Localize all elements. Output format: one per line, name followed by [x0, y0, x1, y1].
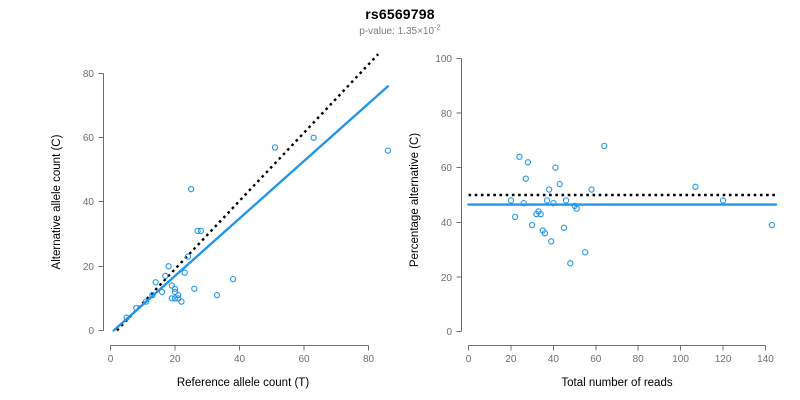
left-y-label-80: 80	[83, 69, 95, 80]
right-x-label-80: 80	[633, 354, 645, 365]
scatter-point	[582, 249, 589, 256]
scatter-point	[171, 285, 179, 292]
right-y-label-100: 100	[435, 54, 452, 65]
right-y-label-60: 60	[441, 163, 453, 174]
scatter-point	[197, 227, 204, 235]
scatter-point	[133, 304, 140, 312]
scatter-point	[168, 295, 175, 302]
scatter-point	[213, 292, 221, 299]
scatter-point	[165, 263, 172, 270]
scatter-point	[271, 144, 279, 151]
scatter-point	[181, 269, 188, 276]
scatter-point	[692, 183, 699, 190]
left-x-label-20: 20	[169, 354, 181, 365]
left-y-label-40: 40	[83, 197, 95, 208]
right-x-label-40: 40	[548, 354, 560, 365]
right-x-axis-title: Total number of reads	[561, 377, 672, 389]
left-y-label-20: 20	[83, 262, 95, 273]
scatter-point	[543, 197, 551, 204]
scatter-point	[168, 282, 175, 289]
left-x-axis-title: Reference allele count (T)	[177, 377, 309, 389]
scatter-point	[512, 213, 519, 220]
right-y-label-80: 80	[441, 109, 453, 120]
scatter-point	[184, 253, 192, 260]
scatter-point	[516, 153, 523, 160]
scatter-point	[162, 272, 169, 280]
scatter-point	[178, 298, 185, 305]
scatter-point	[537, 210, 544, 218]
scatter-point	[601, 142, 608, 150]
scatter-point	[171, 295, 179, 302]
scatter-point	[719, 197, 727, 204]
left-fit-line-group	[112, 85, 390, 332]
scatter-point	[187, 185, 195, 193]
scatter-point	[545, 186, 553, 193]
scatter-point	[528, 221, 536, 229]
left-fit-line	[112, 85, 390, 332]
scatter-point	[573, 205, 580, 212]
scatter-point	[524, 159, 532, 166]
scatter-point	[175, 292, 182, 299]
scatter-point	[548, 238, 555, 245]
right-panel: 100 80 60 40 20 0 Percentage alternative…	[409, 54, 778, 389]
left-y-label-60: 60	[83, 133, 95, 144]
left-y-label-0: 0	[88, 326, 94, 337]
scatter-point	[552, 164, 559, 171]
scatter-point	[123, 314, 130, 321]
left-x-label-80: 80	[363, 354, 375, 365]
scatter-point	[175, 295, 182, 302]
right-x-label-140: 140	[757, 354, 774, 365]
left-x-label-0: 0	[108, 354, 114, 365]
scatter-point	[562, 197, 570, 204]
scatter-point	[229, 275, 237, 283]
scatter-point	[556, 180, 563, 188]
scatter-point	[310, 134, 317, 141]
right-y-label-40: 40	[441, 218, 453, 229]
scatter-point	[567, 260, 574, 267]
scatter-point	[541, 230, 549, 237]
right-x-label-60: 60	[590, 354, 602, 365]
right-y-axis-title: Percentage alternative (C)	[409, 133, 421, 267]
right-y-label-20: 20	[441, 273, 453, 284]
right-x-label-0: 0	[466, 354, 472, 365]
scatter-point	[149, 292, 156, 299]
scatter-point	[507, 197, 515, 204]
left-reference-line-group	[116, 53, 380, 332]
right-x-label-20: 20	[505, 354, 517, 365]
left-scatter-points	[123, 134, 391, 321]
left-x-label-40: 40	[234, 354, 246, 365]
scatter-point	[384, 147, 391, 154]
right-x-label-120: 120	[715, 354, 732, 365]
right-scatter-points	[507, 142, 776, 267]
scatter-point	[588, 186, 595, 193]
scatter-point	[560, 224, 568, 231]
right-x-label-100: 100	[672, 354, 689, 365]
scatter-point	[191, 285, 198, 292]
scatter-point	[768, 221, 776, 229]
left-x-label-60: 60	[298, 354, 310, 365]
left-panel: 80 60 40 20 0 Alternative allele count (…	[51, 53, 391, 389]
left-y-axis-title: Alternative allele count (C)	[51, 134, 63, 269]
scatter-point	[522, 175, 529, 182]
scatter-point	[550, 200, 557, 207]
scatter-point	[171, 288, 179, 296]
right-y-label-0: 0	[446, 327, 452, 338]
scatter-point	[158, 288, 166, 296]
scatter-point	[194, 227, 201, 235]
scatter-point	[520, 200, 527, 207]
scatter-point	[152, 279, 159, 286]
left-reference-line	[116, 53, 380, 332]
scatter-point	[142, 298, 150, 305]
